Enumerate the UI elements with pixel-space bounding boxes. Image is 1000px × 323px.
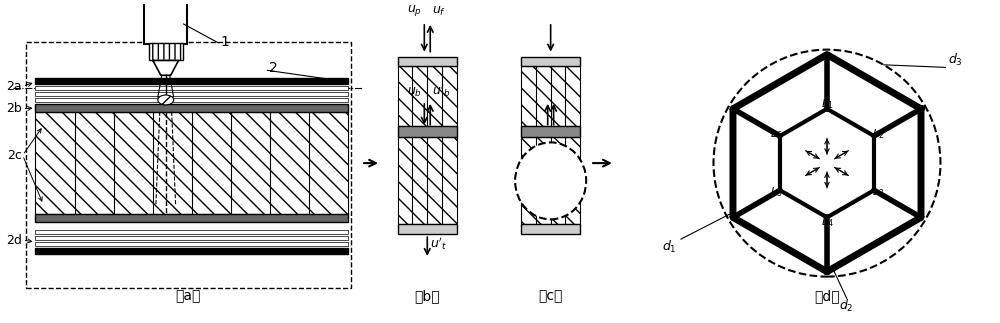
Text: $u_p$: $u_p$ (407, 3, 422, 18)
Bar (35, 92, 348, 96)
Bar (35, 214, 348, 222)
Polygon shape (780, 109, 874, 217)
Text: $u'_b$: $u'_b$ (432, 82, 451, 99)
Text: （d）: （d） (814, 289, 840, 303)
Text: 2c: 2c (7, 149, 22, 162)
Bar (35, 248, 348, 254)
Text: $u_b$: $u_b$ (407, 86, 422, 99)
Text: $L_4$: $L_4$ (821, 215, 833, 229)
Bar (398, 138, 457, 224)
Bar (521, 138, 580, 224)
Text: （c）: （c） (538, 289, 563, 303)
Ellipse shape (158, 95, 174, 105)
Bar (35, 86, 348, 90)
Text: $u_f$: $u_f$ (432, 5, 446, 18)
Text: $L_5$: $L_5$ (770, 185, 782, 199)
Bar (35, 242, 348, 246)
Bar (35, 230, 348, 234)
Bar (35, 78, 348, 84)
Text: （a）: （a） (176, 289, 201, 303)
Bar (521, 126, 580, 138)
Text: 2d: 2d (6, 234, 22, 246)
Text: 1: 1 (220, 35, 229, 49)
Bar (521, 224, 580, 234)
Text: $d_3$: $d_3$ (948, 51, 963, 68)
Bar (398, 67, 457, 126)
Ellipse shape (515, 142, 586, 219)
Text: $u'_t$: $u'_t$ (430, 236, 447, 252)
Text: $L_2$: $L_2$ (872, 127, 884, 141)
Polygon shape (153, 60, 179, 75)
Text: $L_3$: $L_3$ (872, 185, 884, 199)
Bar (144, 0, 187, 44)
Text: $L_6$: $L_6$ (770, 127, 783, 141)
Text: 2a: 2a (6, 80, 22, 93)
Text: $d_2$: $d_2$ (839, 298, 854, 314)
Text: 2: 2 (269, 61, 278, 75)
Bar (398, 126, 457, 138)
Bar (35, 112, 348, 214)
Bar (521, 57, 580, 67)
Bar (521, 67, 580, 126)
Text: $d_1$: $d_1$ (662, 239, 676, 255)
Bar (35, 236, 348, 240)
Bar (398, 57, 457, 67)
Text: $L_1$: $L_1$ (821, 98, 833, 111)
Bar (35, 98, 348, 102)
Bar (26, 42, 351, 288)
Text: （b）: （b） (414, 289, 440, 303)
Bar (398, 224, 457, 234)
Text: 2b: 2b (6, 102, 22, 115)
Bar (35, 104, 348, 112)
Polygon shape (733, 55, 921, 272)
Bar (149, 43, 183, 60)
